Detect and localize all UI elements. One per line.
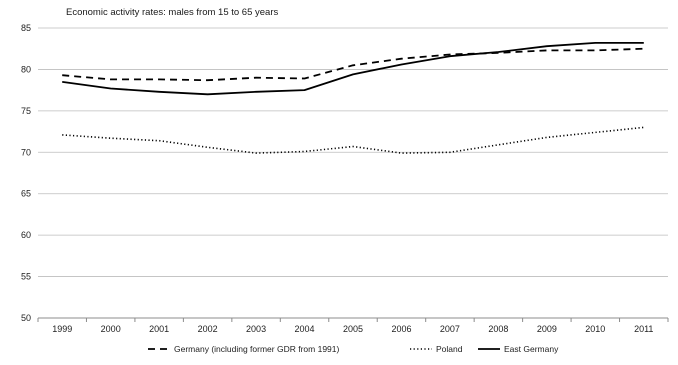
- series-line-0: [62, 47, 644, 82]
- x-tick-label-2002: 2002: [198, 324, 218, 334]
- y-tick-label: 80: [21, 64, 31, 74]
- series-line-1: [62, 126, 644, 154]
- x-tick-label-2010: 2010: [585, 324, 605, 334]
- x-tick-label-2000: 2000: [101, 324, 121, 334]
- y-tick-label: 60: [21, 230, 31, 240]
- x-tick-label-2007: 2007: [440, 324, 460, 334]
- y-tick-label: 55: [21, 272, 31, 282]
- legend-label-0: Germany (including former GDR from 1991): [174, 344, 340, 354]
- legend-label-1: Poland: [436, 344, 463, 354]
- x-tick-label-2008: 2008: [488, 324, 508, 334]
- x-tick-label-2006: 2006: [391, 324, 411, 334]
- y-tick-label: 50: [21, 313, 31, 323]
- y-tick-label: 85: [21, 23, 31, 33]
- x-tick-label-1999: 1999: [52, 324, 72, 334]
- x-tick-label-2003: 2003: [246, 324, 266, 334]
- y-tick-label: 75: [21, 106, 31, 116]
- y-tick-label: 65: [21, 189, 31, 199]
- x-tick-label-2001: 2001: [149, 324, 169, 334]
- x-tick-label-2011: 2011: [634, 324, 653, 334]
- y-tick-label: 70: [21, 147, 31, 157]
- chart-title: Economic activity rates: males from 15 t…: [66, 7, 279, 18]
- x-tick-label-2004: 2004: [295, 324, 315, 334]
- series-line-2: [62, 42, 644, 96]
- x-tick-label-2009: 2009: [537, 324, 557, 334]
- x-tick-label-2005: 2005: [343, 324, 363, 334]
- legend-label-2: East Germany: [504, 344, 559, 354]
